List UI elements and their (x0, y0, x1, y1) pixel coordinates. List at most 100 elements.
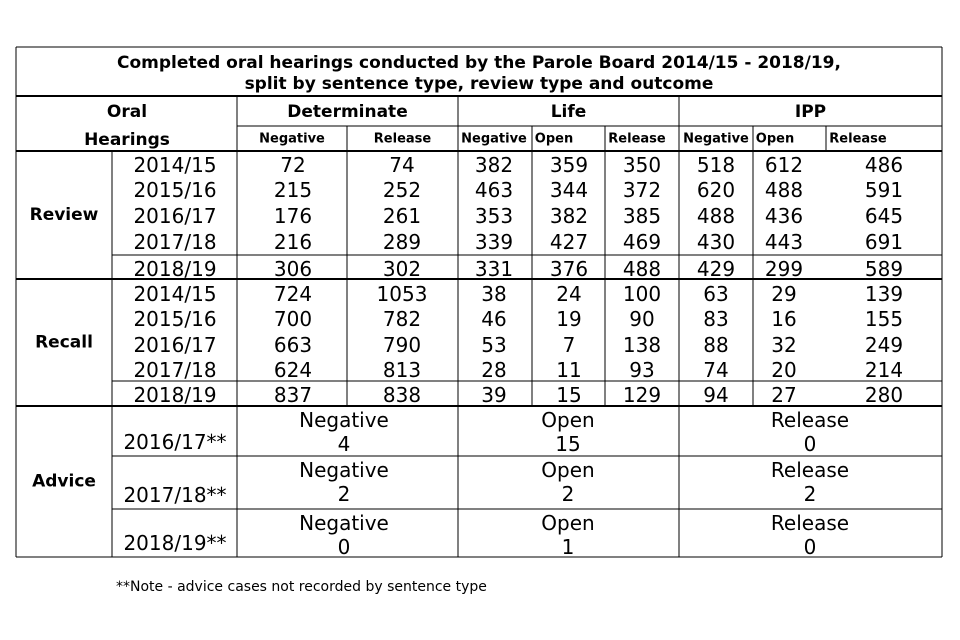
table-cell-value: 16 (771, 307, 796, 331)
table-cell-value: 589 (865, 257, 903, 281)
table-cell-value: 11 (556, 358, 581, 382)
table-title-line-1: Completed oral hearings conducted by the… (117, 53, 841, 73)
group-label-advice: Advice (32, 472, 96, 492)
year-label: 2016/17 (133, 204, 216, 228)
table-cell-value: 214 (865, 358, 903, 382)
outcome-header-ipp-open: Open (756, 132, 794, 147)
table-cell-value: 624 (274, 358, 312, 382)
table-cell-value: 430 (697, 230, 735, 254)
table-cell-value: 436 (765, 204, 803, 228)
table-cell-value: 691 (865, 230, 903, 254)
advice-outcome-label: Open (541, 458, 594, 482)
table-cell-value: 299 (765, 257, 803, 281)
advice-outcome-value: 1 (562, 535, 575, 559)
table-cell-value: 382 (550, 204, 588, 228)
table-cell-value: 29 (771, 282, 796, 306)
table-cell-value: 427 (550, 230, 588, 254)
corner-header-hearings: Hearings (84, 130, 170, 150)
table-cell-value: 620 (697, 178, 735, 202)
year-label: 2014/15 (133, 282, 216, 306)
advice-outcome-value: 0 (804, 535, 817, 559)
table-cell-value: 376 (550, 257, 588, 281)
advice-outcome-label: Release (771, 511, 849, 535)
outcome-header-life-release: Release (608, 132, 666, 147)
table-cell-value: 372 (623, 178, 661, 202)
table-cell-value: 7 (563, 333, 576, 357)
table-cell-value: 790 (383, 333, 421, 357)
table-cell-value: 463 (475, 178, 513, 202)
year-label: 2017/18 (133, 358, 216, 382)
table-cell-value: 53 (481, 333, 506, 357)
table-cell-value: 249 (865, 333, 903, 357)
outcome-header-determinate-release: Release (374, 132, 432, 147)
corner-header-oral: Oral (107, 102, 147, 122)
outcome-header-life-open: Open (535, 132, 573, 147)
table-cell-value: 27 (771, 383, 796, 407)
table-cell-value: 486 (865, 153, 903, 177)
table-cell-value: 837 (274, 383, 312, 407)
table-cell-value: 289 (383, 230, 421, 254)
table-cell-value: 339 (475, 230, 513, 254)
table-cell-value: 176 (274, 204, 312, 228)
table-cell-value: 88 (703, 333, 728, 357)
year-label: 2018/19 (133, 383, 216, 407)
advice-outcome-value: 15 (555, 432, 580, 456)
table-cell-value: 645 (865, 204, 903, 228)
table-cell-value: 359 (550, 153, 588, 177)
table-cell-value: 488 (623, 257, 661, 281)
table-cell-value: 38 (481, 282, 506, 306)
table-cell-value: 302 (383, 257, 421, 281)
advice-outcome-label: Release (771, 408, 849, 432)
table-cell-value: 252 (383, 178, 421, 202)
advice-outcome-label: Open (541, 408, 594, 432)
year-label: 2017/18 (133, 230, 216, 254)
table-cell-value: 663 (274, 333, 312, 357)
advice-year-label: 2016/17** (123, 430, 226, 454)
advice-outcome-label: Negative (299, 408, 389, 432)
year-label: 2015/16 (133, 178, 216, 202)
advice-outcome-value: 0 (804, 432, 817, 456)
advice-outcome-value: 4 (338, 432, 351, 456)
table-cell-value: 700 (274, 307, 312, 331)
table-cell-value: 20 (771, 358, 796, 382)
footnote: **Note - advice cases not recorded by se… (116, 579, 487, 595)
table-cell-value: 518 (697, 153, 735, 177)
advice-outcome-label: Open (541, 511, 594, 535)
table-cell-value: 74 (389, 153, 414, 177)
advice-outcome-label: Release (771, 458, 849, 482)
table-cell-value: 138 (623, 333, 661, 357)
sentence-type-header-life: Life (551, 102, 587, 122)
group-label-review: Review (30, 205, 99, 225)
table-cell-value: 331 (475, 257, 513, 281)
table-cell-value: 216 (274, 230, 312, 254)
table-cell-value: 261 (383, 204, 421, 228)
table-cell-value: 19 (556, 307, 581, 331)
table-cell-value: 83 (703, 307, 728, 331)
group-label-recall: Recall (35, 333, 93, 353)
table-cell-value: 280 (865, 383, 903, 407)
table-cell-value: 385 (623, 204, 661, 228)
table-cell-value: 24 (556, 282, 581, 306)
table-cell-value: 488 (765, 178, 803, 202)
table-cell-value: 129 (623, 383, 661, 407)
table-cell-value: 72 (280, 153, 305, 177)
table-cell-value: 429 (697, 257, 735, 281)
table-cell-value: 63 (703, 282, 728, 306)
table-cell-value: 488 (697, 204, 735, 228)
table-cell-value: 838 (383, 383, 421, 407)
table-cell-value: 1053 (377, 282, 428, 306)
table-cell-value: 306 (274, 257, 312, 281)
table-cell-value: 215 (274, 178, 312, 202)
table-cell-value: 93 (629, 358, 654, 382)
table-cell-value: 46 (481, 307, 506, 331)
table-cell-value: 155 (865, 307, 903, 331)
table-cell-value: 443 (765, 230, 803, 254)
outcome-header-ipp-release: Release (829, 132, 887, 147)
advice-outcome-value: 2 (338, 482, 351, 506)
table-cell-value: 612 (765, 153, 803, 177)
table-cell-value: 591 (865, 178, 903, 202)
outcome-header-ipp-negative: Negative (683, 132, 749, 147)
year-label: 2014/15 (133, 153, 216, 177)
outcome-header-determinate-negative: Negative (259, 132, 325, 147)
